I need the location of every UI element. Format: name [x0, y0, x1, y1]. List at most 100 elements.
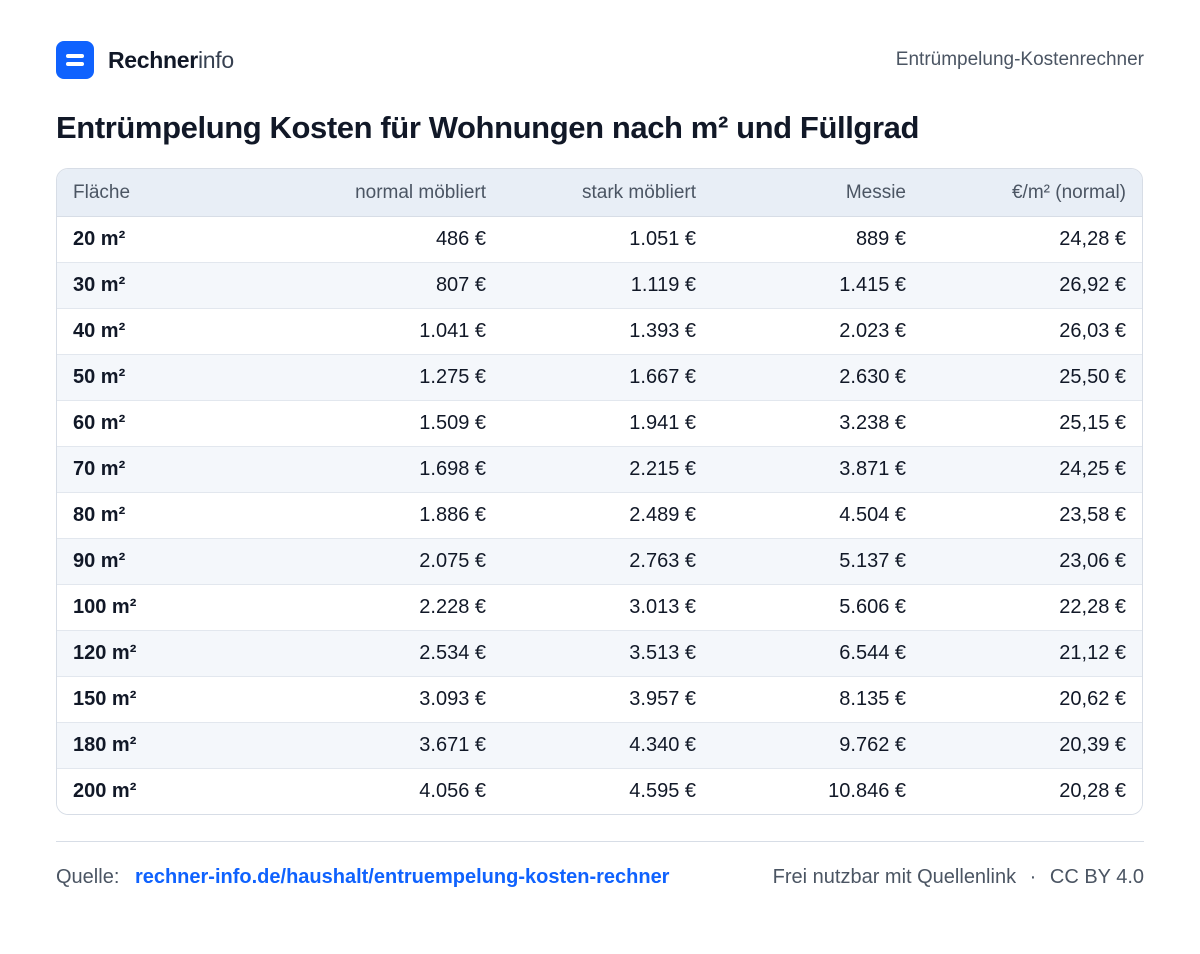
cell-area: 150 m² [57, 676, 287, 723]
cell-normal: 1.041 € [287, 308, 502, 355]
cell-per-sqm: 20,62 € [922, 676, 1142, 723]
calculator-name: Entrümpelung-Kostenrechner [895, 49, 1144, 70]
cell-messie: 889 € [712, 216, 922, 263]
table-body: 20 m² 486 €1.051 €889 €24,28 €30 m² 807 €1… [57, 216, 1142, 814]
cell-area: 200 m² [57, 768, 287, 814]
cell-per-sqm: 20,28 € [922, 768, 1142, 814]
license-block: Frei nutzbar mit Quellenlink · CC BY 4.0 [773, 866, 1144, 889]
cell-heavy: 4.340 € [502, 722, 712, 769]
cell-heavy: 1.941 € [502, 400, 712, 447]
cell-normal: 3.093 € [287, 676, 502, 723]
cell-per-sqm: 25,50 € [922, 354, 1142, 401]
cell-messie: 6.544 € [712, 630, 922, 677]
table-row: 30 m² 807 €1.119 €1.415 €26,92 € [57, 262, 1142, 309]
cell-area: 120 m² [57, 630, 287, 677]
column-header-per-sqm: €/m² (normal) [922, 169, 1142, 217]
page: Rechnerinfo Entrümpelung-Kostenrechner E… [56, 40, 1144, 889]
top-bar: Rechnerinfo Entrümpelung-Kostenrechner [56, 40, 1144, 80]
cell-per-sqm: 25,15 € [922, 400, 1142, 447]
cell-normal: 1.886 € [287, 492, 502, 539]
table-row: 60 m² 1.509 €1.941 €3.238 €25,15 € [57, 400, 1142, 447]
footer: Quelle: rechner-info.de/haushalt/entruem… [56, 866, 1144, 889]
cell-heavy: 4.595 € [502, 768, 712, 814]
cell-area: 30 m² [57, 262, 287, 309]
cell-heavy: 3.513 € [502, 630, 712, 677]
header-row: Fläche normal möbliert stark möbliert Me… [57, 169, 1142, 217]
cell-heavy: 1.119 € [502, 262, 712, 309]
table-row: 180 m² 3.671 €4.340 €9.762 €20,39 € [57, 722, 1142, 769]
cell-per-sqm: 24,28 € [922, 216, 1142, 263]
cell-normal: 4.056 € [287, 768, 502, 814]
column-header-messie: Messie [712, 169, 922, 217]
cell-heavy: 1.051 € [502, 216, 712, 263]
source-link[interactable]: rechner-info.de/haushalt/entruempelung-k… [134, 866, 670, 888]
cell-normal: 1.509 € [287, 400, 502, 447]
column-header-area: Fläche [57, 169, 287, 217]
license-separator: · [1029, 866, 1037, 888]
cell-messie: 3.871 € [712, 446, 922, 493]
table-row: 150 m² 3.093 €3.957 €8.135 €20,62 € [57, 676, 1142, 723]
cost-table: Fläche normal möbliert stark möbliert Me… [57, 169, 1142, 814]
source-label: Quelle: [56, 866, 120, 888]
cell-normal: 1.275 € [287, 354, 502, 401]
license-text: Frei nutzbar mit Quellenlink [772, 866, 1017, 888]
table-row: 100 m² 2.228 €3.013 €5.606 €22,28 € [57, 584, 1142, 631]
table-row: 90 m² 2.075 €2.763 €5.137 €23,06 € [57, 538, 1142, 585]
menu-lines-icon [56, 41, 94, 79]
cell-messie: 3.238 € [712, 400, 922, 447]
cell-messie: 9.762 € [712, 722, 922, 769]
cell-messie: 5.137 € [712, 538, 922, 585]
cell-area: 60 m² [57, 400, 287, 447]
cell-per-sqm: 26,03 € [922, 308, 1142, 355]
table-row: 80 m² 1.886 €2.489 €4.504 €23,58 € [57, 492, 1142, 539]
cell-area: 40 m² [57, 308, 287, 355]
cell-messie: 4.504 € [712, 492, 922, 539]
cell-normal: 2.534 € [287, 630, 502, 677]
table-header: Fläche normal möbliert stark möbliert Me… [57, 169, 1142, 217]
table-row: 20 m² 486 €1.051 €889 €24,28 € [57, 216, 1142, 263]
page-title: Entrümpelung Kosten für Wohnungen nach m… [56, 110, 919, 145]
cell-heavy: 1.393 € [502, 308, 712, 355]
cell-messie: 5.606 € [712, 584, 922, 631]
cell-per-sqm: 23,58 € [922, 492, 1142, 539]
cell-messie: 10.846 € [712, 768, 922, 814]
table-row: 120 m² 2.534 €3.513 €6.544 €21,12 € [57, 630, 1142, 677]
cell-per-sqm: 20,39 € [922, 722, 1142, 769]
cell-messie: 8.135 € [712, 676, 922, 723]
table-row: 200 m² 4.056 €4.595 €10.846 €20,28 € [57, 768, 1142, 814]
table-row: 70 m² 1.698 €2.215 €3.871 €24,25 € [57, 446, 1142, 493]
cell-per-sqm: 26,92 € [922, 262, 1142, 309]
cell-area: 180 m² [57, 722, 287, 769]
cell-area: 70 m² [57, 446, 287, 493]
cell-area: 90 m² [57, 538, 287, 585]
cell-normal: 807 € [287, 262, 502, 309]
brand[interactable]: Rechnerinfo [56, 41, 234, 79]
cell-heavy: 2.215 € [502, 446, 712, 493]
cell-normal: 3.671 € [287, 722, 502, 769]
cell-area: 20 m² [57, 216, 287, 263]
brand-name-bold: Rechner [108, 46, 198, 73]
cell-normal: 2.075 € [287, 538, 502, 585]
cell-area: 50 m² [57, 354, 287, 401]
cell-area: 100 m² [57, 584, 287, 631]
source-block: Quelle: rechner-info.de/haushalt/entruem… [56, 866, 669, 889]
cell-heavy: 3.957 € [502, 676, 712, 723]
brand-name-light: info [197, 46, 234, 73]
license-name: CC BY 4.0 [1049, 866, 1144, 888]
cell-area: 80 m² [57, 492, 287, 539]
table-row: 40 m² 1.041 €1.393 €2.023 €26,03 € [57, 308, 1142, 355]
cell-heavy: 2.489 € [502, 492, 712, 539]
cell-messie: 1.415 € [712, 262, 922, 309]
cost-table-container: Fläche normal möbliert stark möbliert Me… [56, 168, 1143, 815]
cell-messie: 2.023 € [712, 308, 922, 355]
column-header-normal: normal möbliert [287, 169, 502, 217]
column-header-heavy: stark möbliert [502, 169, 712, 217]
table-row: 50 m² 1.275 €1.667 €2.630 €25,50 € [57, 354, 1142, 401]
cell-normal: 1.698 € [287, 446, 502, 493]
cell-per-sqm: 23,06 € [922, 538, 1142, 585]
cell-messie: 2.630 € [712, 354, 922, 401]
cell-normal: 486 € [287, 216, 502, 263]
cell-per-sqm: 21,12 € [922, 630, 1142, 677]
footer-divider [56, 841, 1144, 842]
cell-heavy: 3.013 € [502, 584, 712, 631]
